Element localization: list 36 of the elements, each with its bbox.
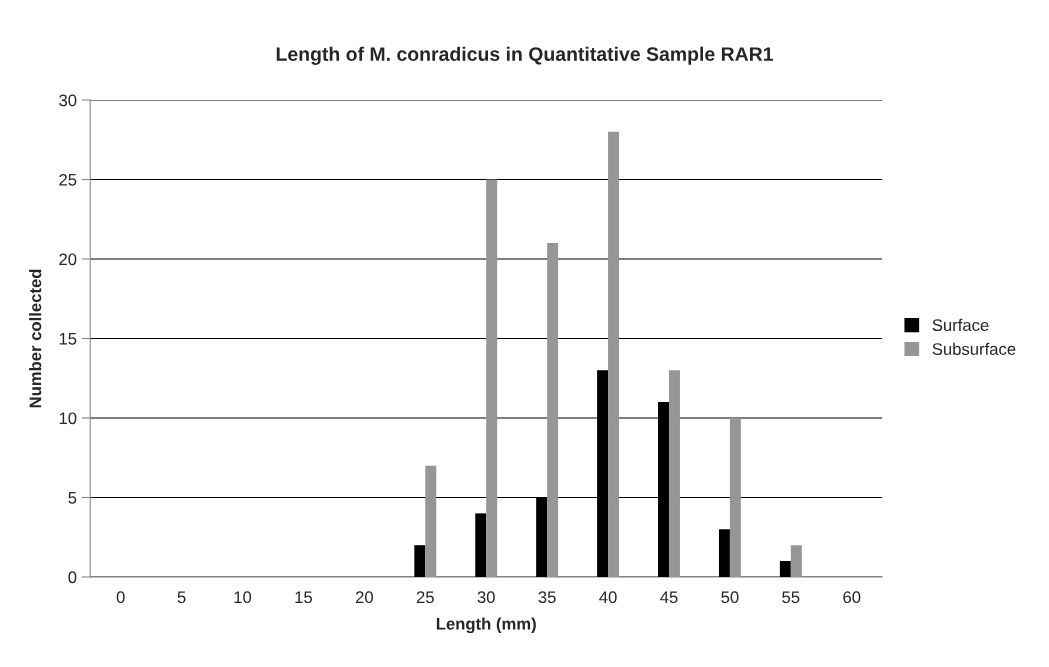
y-tick-label: 5 (68, 492, 77, 504)
bar (668, 370, 680, 577)
y-tick-label: 15 (59, 333, 77, 345)
x-tick-label: 15 (295, 591, 313, 604)
y-tick-label: 30 (59, 94, 77, 107)
bar (790, 545, 802, 577)
y-tick-label: 20 (59, 253, 77, 266)
x-tick-label: 50 (721, 591, 739, 604)
x-tick-label: 5 (177, 591, 186, 604)
y-tick-label: 0 (68, 571, 77, 584)
legend-label: Surface (932, 318, 989, 332)
x-tick-label: 20 (355, 591, 373, 604)
x-tick-label: 30 (477, 591, 495, 604)
x-tick-label: 0 (116, 591, 125, 604)
y-tick-label: 10 (59, 412, 77, 425)
x-tick-label: 60 (843, 591, 861, 604)
bar (779, 561, 791, 577)
x-tick-label: 40 (599, 591, 617, 604)
bar (608, 131, 620, 577)
bar (718, 529, 730, 577)
x-tick-label: 35 (538, 591, 556, 604)
bar (414, 545, 426, 577)
bar (475, 513, 487, 577)
x-tick-label: 55 (782, 591, 800, 604)
x-tick-label: 45 (660, 591, 678, 604)
x-axis-title: Length (mm) (436, 617, 536, 634)
bar (486, 179, 498, 577)
bar (547, 243, 559, 577)
x-tick-label: 25 (416, 591, 434, 604)
legend-label: Subsurface (932, 342, 1016, 355)
y-axis-title: Number collected (29, 269, 42, 408)
x-tick-label: 10 (234, 591, 252, 604)
y-tick-label: 25 (59, 173, 77, 186)
chart-title: Length of M. conradicus in Quantitative Sample RAR1 (276, 46, 773, 65)
bar (425, 465, 437, 577)
bar (729, 417, 741, 577)
